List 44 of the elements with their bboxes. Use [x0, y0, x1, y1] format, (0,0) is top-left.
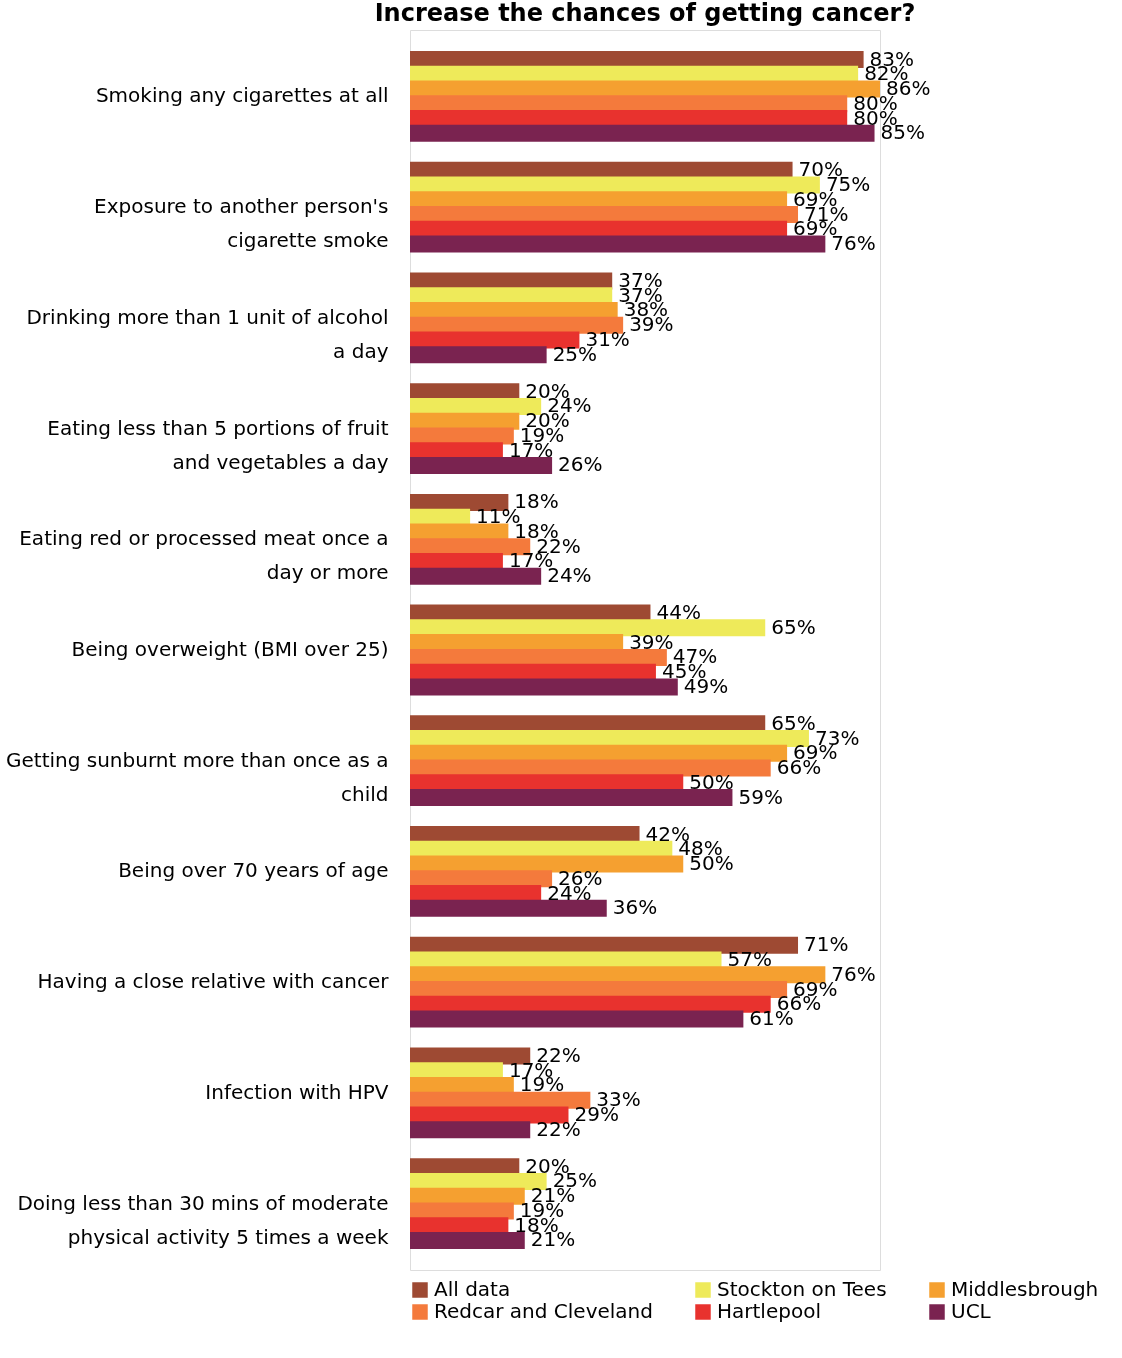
- data-label: 59%: [738, 784, 783, 809]
- y-tick-label: Infection with HPV: [205, 1079, 389, 1104]
- bar: [410, 567, 542, 585]
- y-tick-label: Exposure to another person's cigarette smoke: [94, 194, 389, 253]
- legend-label: Redcar and Cleveland: [434, 1299, 653, 1323]
- bar: [410, 1121, 531, 1139]
- bar: [410, 789, 733, 807]
- y-tick-label: Smoking any cigarettes at all: [95, 83, 389, 108]
- legend-label: Middlesbrough: [951, 1277, 1099, 1301]
- bar: [410, 346, 547, 364]
- data-label: 57%: [727, 947, 772, 971]
- chart-title: Increase the chances of getting cancer?: [374, 0, 916, 27]
- y-tick-label: Being over 70 years of age: [118, 858, 389, 883]
- y-tick-label: Being overweight (BMI over 25): [71, 637, 389, 661]
- data-label: 50%: [689, 769, 734, 794]
- data-label: 39%: [629, 629, 674, 654]
- data-label: 65%: [771, 710, 816, 735]
- data-label: 71%: [804, 932, 849, 957]
- y-tick-label: Eating less than 5 portions of fruit and vegetables a day: [47, 415, 389, 474]
- bar: [410, 678, 678, 696]
- y-tick-label: Having a close relative with cancer: [37, 969, 390, 994]
- legend-label: Hartlepool: [717, 1299, 821, 1323]
- legend-label: Stockton on Tees: [717, 1277, 887, 1301]
- y-tick-label: Doing less than 30 mins of moderate physical activity 5 times a week: [17, 1190, 389, 1249]
- bar: [410, 493, 509, 511]
- bar: [410, 855, 684, 873]
- bar: [410, 235, 826, 253]
- bar: [410, 1010, 744, 1028]
- bar: [410, 936, 799, 954]
- bar: [410, 619, 766, 637]
- bar: [410, 456, 553, 474]
- data-label: 26%: [558, 452, 603, 477]
- legend-label: UCL: [951, 1299, 992, 1323]
- y-tick-label: Drinking more than 1 unit of alcohol a day: [26, 304, 389, 363]
- y-tick-label: Getting sunburnt more than once as a child: [6, 747, 389, 806]
- data-label: 44%: [656, 600, 701, 625]
- bar: [410, 1047, 531, 1065]
- y-tick-label: Eating red or processed meat once a day or more: [19, 526, 389, 585]
- data-label: 36%: [612, 895, 658, 920]
- bar: [410, 899, 607, 917]
- legend-label: All data: [434, 1277, 511, 1301]
- bar: [410, 124, 875, 142]
- data-label: 65%: [771, 614, 816, 639]
- bar: [410, 1231, 525, 1249]
